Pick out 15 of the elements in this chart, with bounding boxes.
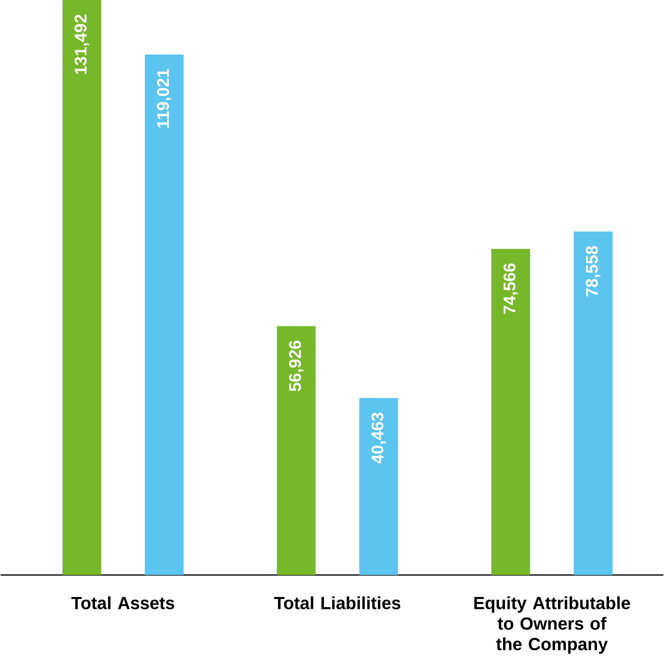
data-label: 56,926 <box>289 340 304 392</box>
x-tick-label: Total Liabilities <box>274 596 400 610</box>
data-label: 78,558 <box>586 246 600 297</box>
x-tick-label: Equity Attributable to Owners of the Company <box>474 596 630 654</box>
bar <box>144 54 184 576</box>
bar <box>62 0 102 576</box>
data-label: 119,021 <box>157 69 172 128</box>
bar <box>491 249 530 576</box>
data-label: 40,463 <box>371 412 386 464</box>
bar <box>276 326 316 576</box>
data-label: 131,492 <box>74 14 90 74</box>
bar <box>359 398 398 576</box>
x-tick-label: Total Assets <box>71 596 174 610</box>
data-label: 74,566 <box>503 264 518 314</box>
bar <box>574 232 612 576</box>
